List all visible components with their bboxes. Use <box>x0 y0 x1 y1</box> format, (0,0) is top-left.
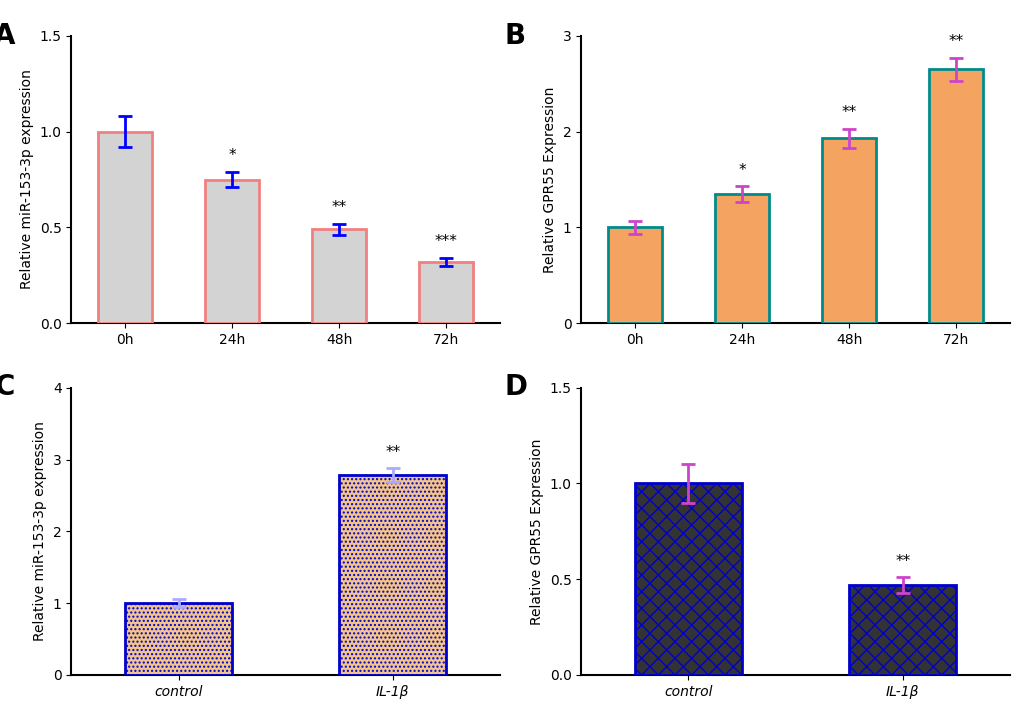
Bar <box>98 131 152 323</box>
Bar <box>714 194 768 323</box>
Text: *: * <box>228 148 235 163</box>
Text: B: B <box>503 22 525 50</box>
Y-axis label: Relative GPR55 Expression: Relative GPR55 Expression <box>543 86 556 273</box>
Bar <box>928 70 982 323</box>
Text: **: ** <box>895 554 909 569</box>
Text: *: * <box>738 162 745 177</box>
Text: **: ** <box>385 444 399 460</box>
Text: **: ** <box>331 200 346 215</box>
Text: A: A <box>0 22 15 50</box>
Bar <box>339 475 446 675</box>
Bar <box>607 228 661 323</box>
Text: D: D <box>503 373 527 401</box>
Text: **: ** <box>841 105 856 120</box>
Text: **: ** <box>948 34 963 50</box>
Bar <box>419 262 473 323</box>
Bar <box>312 229 366 323</box>
Bar <box>205 180 259 323</box>
Text: C: C <box>0 373 14 401</box>
Bar <box>821 139 875 323</box>
Bar <box>634 483 742 675</box>
Y-axis label: Relative miR-153-3p expression: Relative miR-153-3p expression <box>34 421 47 641</box>
Bar <box>125 603 232 675</box>
Y-axis label: Relative GPR55 Expression: Relative GPR55 Expression <box>530 438 543 625</box>
Text: ***: *** <box>434 234 458 249</box>
Y-axis label: Relative miR-153-3p expression: Relative miR-153-3p expression <box>20 70 34 289</box>
Bar <box>848 585 956 675</box>
